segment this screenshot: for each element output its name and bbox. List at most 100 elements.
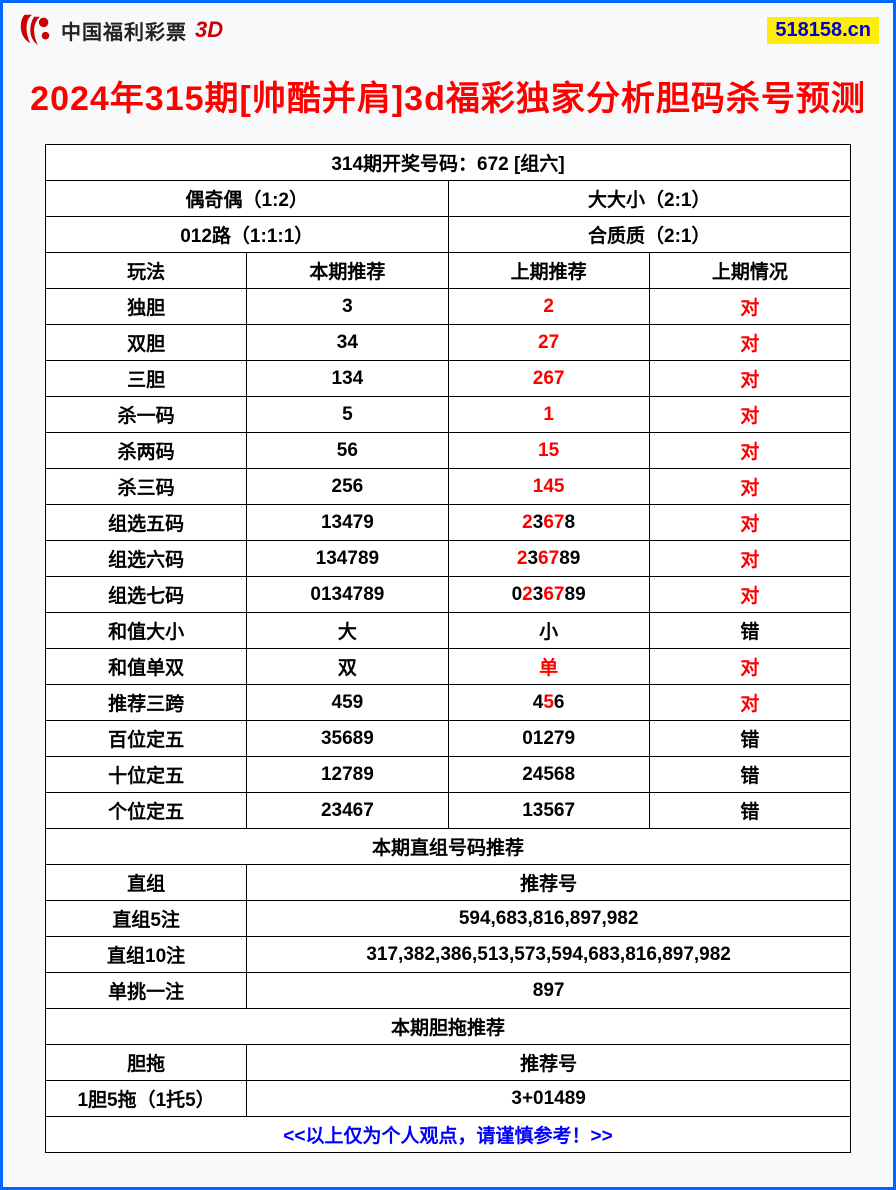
section3-header: 本期胆拖推荐 [46,1009,851,1045]
footer-row: <<以上仅为个人观点，请谨慎参考！>> [46,1117,851,1153]
result-cell: 错 [649,613,850,649]
result-cell: 对 [649,325,850,361]
play-name: 三胆 [46,361,247,397]
current-rec: 5 [247,397,448,433]
section3-c1: 胆拖 [46,1045,247,1081]
section3-c2: 推荐号 [247,1045,851,1081]
brand-3d-icon: 3D [195,17,223,43]
page-title: 2024年315期[帅酷并肩]3d福彩独家分析胆码杀号预测 [3,53,893,144]
current-rec: 23467 [247,793,448,829]
table-row: 个位定五2346713567错 [46,793,851,829]
play-name: 组选七码 [46,577,247,613]
drag-value: 3+01489 [247,1081,851,1117]
summary-row-1: 偶奇偶（1:2） 大大小（2:1） [46,181,851,217]
play-name: 十位定五 [46,757,247,793]
logo-area: 中国福利彩票 3D [17,11,223,49]
table-row: 杀两码5615对 [46,433,851,469]
result-cell: 错 [649,793,850,829]
result-cell: 对 [649,289,850,325]
current-rec: 0134789 [247,577,448,613]
table-row: 组选六码134789236789对 [46,541,851,577]
summary-tr: 大大小（2:1） [448,181,851,217]
result-cell: 错 [649,757,850,793]
footer-note: <<以上仅为个人观点，请谨慎参考！>> [46,1117,851,1153]
section3-header-row: 本期胆拖推荐 [46,1009,851,1045]
prev-rec: 145 [448,469,649,505]
section2-cols-row: 直组 推荐号 [46,865,851,901]
table-row: 百位定五3568901279错 [46,721,851,757]
combo-name: 直组10注 [46,937,247,973]
combo-value: 317,382,386,513,573,594,683,816,897,982 [247,937,851,973]
section2-c2: 推荐号 [247,865,851,901]
table-row: 直组10注317,382,386,513,573,594,683,816,897… [46,937,851,973]
table-row: 十位定五1278924568错 [46,757,851,793]
prev-rec: 1 [448,397,649,433]
table-row: 和值大小大小错 [46,613,851,649]
lottery-logo-icon [17,11,55,49]
draw-header: 314期开奖号码：672 [组六] [46,145,851,181]
result-cell: 对 [649,577,850,613]
play-name: 个位定五 [46,793,247,829]
prev-rec: 2 [448,289,649,325]
result-cell: 对 [649,433,850,469]
brand-text: 中国福利彩票 [61,16,187,45]
table-row: 杀一码51对 [46,397,851,433]
current-rec: 35689 [247,721,448,757]
result-cell: 对 [649,361,850,397]
play-name: 组选六码 [46,541,247,577]
prev-rec: 小 [448,613,649,649]
play-name: 杀三码 [46,469,247,505]
table-row: 和值单双双单对 [46,649,851,685]
summary-tl: 偶奇偶（1:2） [46,181,449,217]
draw-header-row: 314期开奖号码：672 [组六] [46,145,851,181]
current-rec: 459 [247,685,448,721]
prev-rec: 15 [448,433,649,469]
table-row: 独胆32对 [46,289,851,325]
play-name: 组选五码 [46,505,247,541]
summary-br: 合质质（2:1） [448,217,851,253]
table-row: 直组5注594,683,816,897,982 [46,901,851,937]
current-rec: 3 [247,289,448,325]
play-name: 独胆 [46,289,247,325]
prev-rec: 单 [448,649,649,685]
col-play: 玩法 [46,253,247,289]
table-row: 单挑一注897 [46,973,851,1009]
section2-header: 本期直组号码推荐 [46,829,851,865]
prediction-table-wrap: 314期开奖号码：672 [组六] 偶奇偶（1:2） 大大小（2:1） 012路… [3,144,893,1153]
prev-rec: 01279 [448,721,649,757]
table-row: 杀三码256145对 [46,469,851,505]
prev-rec: 236789 [448,541,649,577]
table-row: 组选七码01347890236789对 [46,577,851,613]
play-name: 百位定五 [46,721,247,757]
col-prev: 上期推荐 [448,253,649,289]
combo-name: 直组5注 [46,901,247,937]
play-name: 双胆 [46,325,247,361]
current-rec: 134 [247,361,448,397]
prev-rec: 456 [448,685,649,721]
prediction-table: 314期开奖号码：672 [组六] 偶奇偶（1:2） 大大小（2:1） 012路… [45,144,851,1153]
table-row: 推荐三跨459456对 [46,685,851,721]
summary-row-2: 012路（1:1:1） 合质质（2:1） [46,217,851,253]
result-cell: 对 [649,541,850,577]
site-badge: 518158.cn [767,17,879,44]
drag-name: 1胆5拖（1托5） [46,1081,247,1117]
prev-rec: 23678 [448,505,649,541]
table-row: 组选五码1347923678对 [46,505,851,541]
header-bar: 中国福利彩票 3D 518158.cn [3,3,893,53]
result-cell: 对 [649,397,850,433]
col-current: 本期推荐 [247,253,448,289]
result-cell: 对 [649,685,850,721]
prev-rec: 0236789 [448,577,649,613]
col-result: 上期情况 [649,253,850,289]
result-cell: 对 [649,649,850,685]
prev-rec: 27 [448,325,649,361]
prev-rec: 13567 [448,793,649,829]
result-cell: 对 [649,469,850,505]
current-rec: 34 [247,325,448,361]
result-cell: 错 [649,721,850,757]
combo-value: 897 [247,973,851,1009]
play-name: 杀两码 [46,433,247,469]
prev-rec: 267 [448,361,649,397]
table-row: 1胆5拖（1托5）3+01489 [46,1081,851,1117]
play-name: 和值大小 [46,613,247,649]
